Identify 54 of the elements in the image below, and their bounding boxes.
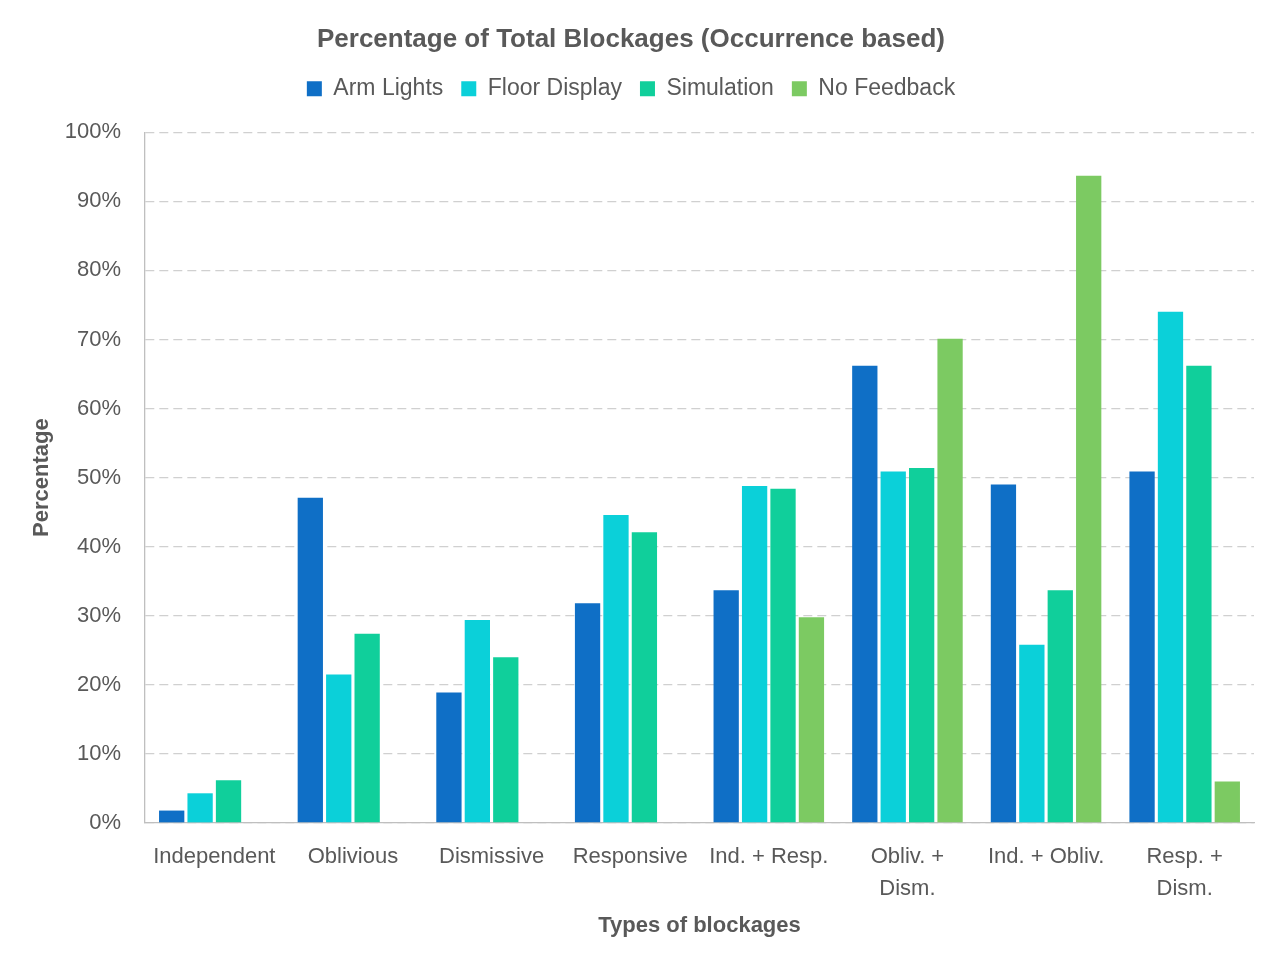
x-tick-label: Resp. + Dism. <box>1146 843 1223 900</box>
y-tick-label: 60% <box>76 394 121 420</box>
bar <box>631 532 658 823</box>
x-tick-label: Independent <box>153 843 276 869</box>
bar <box>852 365 878 823</box>
bar <box>990 484 1017 823</box>
y-tick-label: 50% <box>76 463 121 489</box>
y-tick-label: 30% <box>76 601 121 627</box>
bar <box>159 810 185 823</box>
legend-label: Arm Lights <box>333 74 444 101</box>
bar <box>603 514 629 823</box>
legend-label: Simulation <box>666 74 774 101</box>
bar <box>1076 175 1102 823</box>
bar <box>464 619 490 823</box>
bar <box>1186 365 1212 823</box>
y-tick-label: 70% <box>76 325 121 351</box>
x-axis-title: Types of blockages <box>598 911 801 937</box>
x-tick-label: Obliv. + Dism. <box>870 843 945 900</box>
bar <box>326 674 352 823</box>
bar <box>215 780 242 823</box>
y-tick-label: 0% <box>89 809 121 835</box>
bar <box>354 633 380 823</box>
legend-label: Floor Display <box>487 74 623 101</box>
y-tick-label: 40% <box>76 532 121 558</box>
x-tick-label: Ind. + Obliv. <box>987 843 1105 869</box>
x-tick-label: Oblivious <box>307 843 399 869</box>
y-tick-label: 20% <box>76 670 121 696</box>
y-tick-label: 10% <box>76 739 121 765</box>
y-tick-label: 100% <box>64 118 121 144</box>
bar <box>798 617 825 823</box>
y-tick-label: 90% <box>76 187 121 213</box>
bar <box>436 692 462 823</box>
bar <box>1157 311 1184 823</box>
x-tick-label: Responsive <box>572 843 688 869</box>
bar <box>187 793 213 823</box>
legend-label: No Feedback <box>818 74 956 101</box>
bar <box>493 657 519 823</box>
bar <box>770 488 796 823</box>
x-tick-label: Dismissive <box>439 843 545 869</box>
bar <box>909 467 935 823</box>
bar <box>937 338 963 823</box>
bar <box>880 471 906 823</box>
bar <box>574 603 601 823</box>
bar <box>1214 781 1240 823</box>
y-tick-label: 80% <box>76 256 121 282</box>
bar <box>1129 471 1155 823</box>
chart-title: Percentage of Total Blockages (Occurrence based) <box>316 22 946 53</box>
bar <box>713 590 739 823</box>
bar <box>297 497 323 823</box>
bar <box>1047 590 1073 823</box>
y-axis-title: Percentage <box>28 418 54 537</box>
bar <box>1019 644 1045 823</box>
x-tick-label: Ind. + Resp. <box>709 843 829 869</box>
bar <box>741 485 768 823</box>
